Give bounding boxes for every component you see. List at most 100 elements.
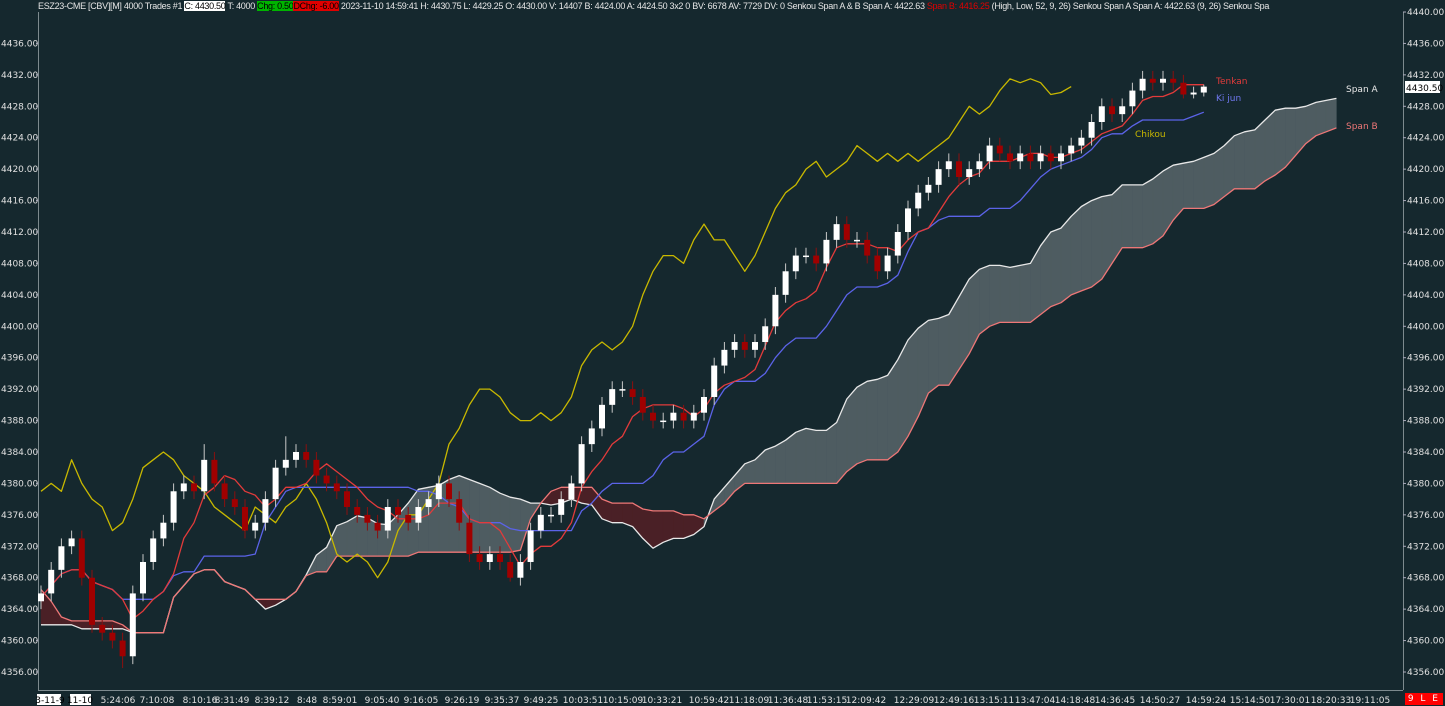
study-params-1: (High, Low, 52, 9, 26) xyxy=(991,1,1071,11)
bear-candle xyxy=(1007,145,1013,170)
bear-candle xyxy=(405,506,412,531)
cloud-segment xyxy=(581,487,593,506)
cloud-segment xyxy=(1285,107,1296,168)
cloud-segment xyxy=(764,445,776,484)
y-tick-label-right: 4416.00 xyxy=(1407,197,1444,207)
bull-candle xyxy=(935,161,942,193)
candle-body xyxy=(782,271,789,295)
candle-body xyxy=(1190,92,1197,95)
bear-candle xyxy=(242,499,248,539)
study-name-1[interactable]: Senkou Span A & B xyxy=(786,1,861,11)
bear-candle xyxy=(344,483,350,515)
candle-body xyxy=(476,554,483,562)
x-tick-label: 10:03:51 xyxy=(563,696,603,706)
candle-body xyxy=(548,514,554,517)
cloud-segment xyxy=(968,268,980,354)
y-tick-label-right: 4356.00 xyxy=(1407,668,1444,678)
bull-candle xyxy=(670,404,677,429)
candle-body xyxy=(1037,153,1044,162)
candle-body xyxy=(854,239,860,242)
candle-body xyxy=(1180,82,1187,95)
candle-body xyxy=(690,412,697,421)
bear-candle xyxy=(231,491,238,515)
bull-candle xyxy=(568,475,575,507)
x-tick-label: 12:49:16 xyxy=(934,696,975,706)
bull-candle xyxy=(537,506,544,539)
candle-body xyxy=(374,522,381,531)
cloud-segment xyxy=(1315,100,1327,137)
bull-candle xyxy=(201,444,208,500)
bear-candle xyxy=(221,475,228,507)
bull-candle xyxy=(558,491,565,523)
y-tick-label-left: 4428.00 xyxy=(1,102,38,112)
symbol[interactable]: ESZ23-CME [CBV][M] xyxy=(38,1,122,11)
bull-candle xyxy=(1098,98,1105,130)
bear-candle xyxy=(364,506,371,531)
candle-body xyxy=(599,404,605,429)
candle-body xyxy=(741,341,748,350)
candle-body xyxy=(629,389,636,397)
study-name-2[interactable]: Senkou Span A xyxy=(1072,1,1131,11)
cloud-segment xyxy=(662,510,674,543)
candle-body xyxy=(170,491,177,523)
bull-candle xyxy=(976,153,983,177)
x-tick-label: 11:36:48 xyxy=(768,696,809,706)
cloud-segment xyxy=(775,439,786,484)
cloud-segment xyxy=(1244,129,1256,190)
cloud-segment xyxy=(1183,160,1194,209)
time-axis[interactable]: 3-11-9 11-10 5:24:06 7:10:08 8:10:168:31:49 8… xyxy=(35,694,1390,706)
candle-body xyxy=(711,365,718,397)
bull-candle xyxy=(150,530,157,570)
bull-candle xyxy=(160,514,167,547)
span-a-label: Span A xyxy=(1346,85,1379,95)
bear-candle xyxy=(1170,70,1177,91)
x-tick-label: 7:10:08 xyxy=(140,696,175,706)
bull-candle xyxy=(823,231,830,272)
last-price-marker: 4430.50 xyxy=(1405,81,1443,94)
x-tick-label: 9:05:40 xyxy=(365,696,400,706)
x-tick-label: 17:30:01 xyxy=(1270,696,1310,706)
y-tick-label-right: 4420.00 xyxy=(1407,165,1444,175)
x-tick-label: 13:15:11 xyxy=(974,696,1014,706)
bear-candle xyxy=(78,530,85,586)
bull-candle xyxy=(772,286,779,335)
cloud-segment xyxy=(1203,153,1215,209)
chikou-line xyxy=(40,78,1072,579)
status-indicator[interactable]: 9 L E xyxy=(1404,693,1443,705)
candle-body xyxy=(384,506,391,531)
cloud-segment xyxy=(1142,178,1154,249)
x-tick-label: 12:29:09 xyxy=(894,696,935,706)
candle-body xyxy=(303,451,310,460)
bear-candle xyxy=(680,404,687,429)
bull-candle xyxy=(986,137,993,170)
bull-candle xyxy=(1037,145,1044,170)
bear-candle xyxy=(109,624,116,649)
cloud-segment xyxy=(795,428,807,484)
price-axis[interactable]: 4440.00 4436.00 4436.00 4432.00 4432.00 4428.… xyxy=(1,8,1444,678)
bear-candle xyxy=(874,247,881,280)
candle-body xyxy=(425,499,432,507)
date-marker-label: 3-11-9 xyxy=(35,696,65,706)
candle-body xyxy=(231,499,238,507)
bear-candle xyxy=(639,389,646,421)
candle-body xyxy=(956,161,962,177)
cloud-segment xyxy=(866,379,878,461)
x-tick-label: 11:53:15 xyxy=(807,696,847,706)
candle-body xyxy=(78,538,85,578)
candle-body xyxy=(609,389,616,405)
bear-candle xyxy=(1149,70,1156,91)
cloud-segment xyxy=(1111,184,1123,265)
y-tick-label-left: 4372.00 xyxy=(1,542,38,552)
y-tick-label-right: 4392.00 xyxy=(1407,385,1444,395)
candle-body xyxy=(1160,78,1166,83)
bear-candle xyxy=(313,451,320,484)
y-tick-label-left: 4368.00 xyxy=(1,574,38,584)
bar-stats: 2023-11-10 14:59:41 H: 4430.75 L: 4429.2… xyxy=(340,1,785,11)
x-tick-label: 8:39:12 xyxy=(255,696,290,706)
candle-body xyxy=(333,483,340,492)
y-tick-label-left: 4408.00 xyxy=(1,259,38,269)
y-tick-label-left: 4388.00 xyxy=(1,417,38,427)
candle-body xyxy=(242,506,248,531)
study-name-3[interactable]: Senkou Spa xyxy=(1223,1,1270,11)
